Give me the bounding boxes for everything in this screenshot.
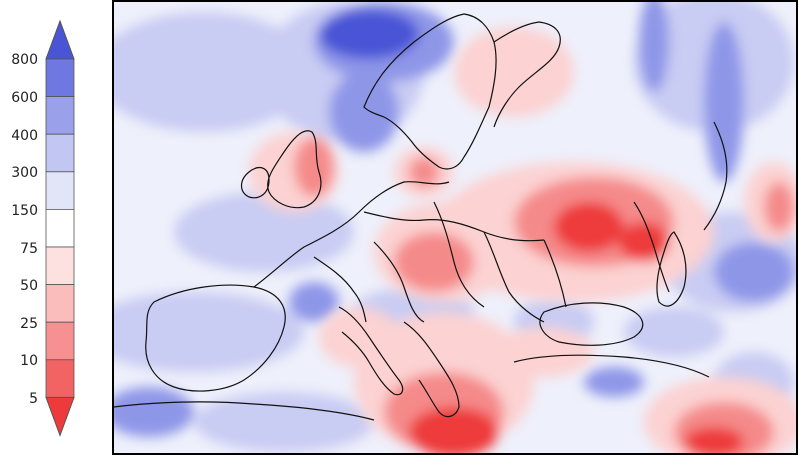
anomaly-patch: [409, 157, 439, 187]
border-line: [703, 121, 728, 231]
anomaly-patch: [319, 9, 419, 59]
anomaly-patch: [714, 242, 794, 302]
anomaly-patch: [319, 307, 399, 367]
colorbar-tick-label: 10: [20, 353, 38, 369]
colorbar-bottom-arrow: [45, 396, 75, 437]
colorbar-tick-label: 600: [11, 90, 38, 106]
colorbar-svg: [45, 19, 75, 437]
colorbar-tick-label: 5: [29, 391, 38, 407]
europe-anomaly-map: [112, 0, 798, 455]
anomaly-patch: [704, 22, 744, 182]
anomaly-patch: [394, 232, 474, 292]
colorbar-bin: [45, 321, 75, 361]
border-line: [633, 201, 670, 293]
anomaly-patch: [194, 392, 374, 452]
colorbar-legend: 800 600 400 300 150 75 50 25 10 5: [0, 0, 110, 461]
anomaly-patch: [454, 27, 574, 117]
anomaly-patch: [624, 307, 724, 357]
colorbar-bins: [45, 58, 75, 398]
border-line: [373, 241, 425, 323]
coastlines-and-borders: [114, 13, 728, 421]
colorbar-bin: [45, 208, 75, 248]
border-line: [483, 231, 545, 323]
map-canvas: [114, 2, 796, 453]
colorbar-bin: [45, 284, 75, 323]
red-anomaly-fields: [249, 27, 796, 453]
colorbar-bin: [45, 58, 75, 97]
border-line: [543, 239, 567, 308]
black-sea-outline: [539, 302, 644, 346]
colorbar-tick-label: 75: [20, 241, 38, 257]
colorbar-bin: [45, 96, 75, 135]
caspian-sea-outline: [656, 231, 687, 307]
colorbar-tick-label: 400: [11, 128, 38, 144]
anomaly-patch: [114, 12, 314, 132]
anomaly-patch: [174, 192, 354, 272]
colorbar-bin: [45, 133, 75, 173]
colorbar-tick-label: 300: [11, 165, 38, 181]
colorbar-bin: [45, 171, 75, 210]
iberia-outline: [145, 284, 286, 392]
anomaly-patch: [639, 2, 669, 92]
anatolia-coast: [513, 354, 710, 378]
anomaly-patch: [554, 202, 624, 252]
ireland-outline: [240, 166, 270, 199]
anomaly-patch: [619, 222, 669, 262]
colorbar-tick-label: 150: [11, 203, 38, 219]
anomaly-patch: [114, 292, 304, 372]
colorbar-tick-label: 800: [11, 52, 38, 68]
anomaly-patch: [329, 72, 399, 152]
border-line: [313, 256, 367, 323]
colorbar-bin: [45, 359, 75, 398]
colorbar-tick-label: 50: [20, 278, 38, 294]
anomaly-patch: [764, 182, 794, 232]
italy-outline: [338, 306, 404, 396]
scandinavia-outline: [363, 13, 497, 170]
anomaly-patch: [114, 387, 194, 437]
anomaly-patch: [294, 137, 334, 197]
anomaly-patch: [584, 367, 644, 397]
colorbar-bin: [45, 246, 75, 285]
great-britain-outline: [267, 130, 322, 209]
finland-outline: [493, 21, 561, 128]
anomaly-patch: [494, 327, 594, 377]
colorbar-top-arrow: [45, 19, 75, 60]
anomaly-patch: [409, 407, 499, 453]
blue-anomaly-fields: [114, 2, 796, 452]
border-line: [433, 201, 485, 308]
atlantic-coast: [253, 181, 450, 288]
colorbar-tick-label: 25: [20, 316, 38, 332]
border-line: [363, 211, 545, 242]
balkans-coast: [403, 321, 460, 418]
anomaly-patch: [684, 427, 744, 453]
north-africa-coast: [114, 401, 375, 421]
anomaly-patch: [289, 282, 339, 322]
